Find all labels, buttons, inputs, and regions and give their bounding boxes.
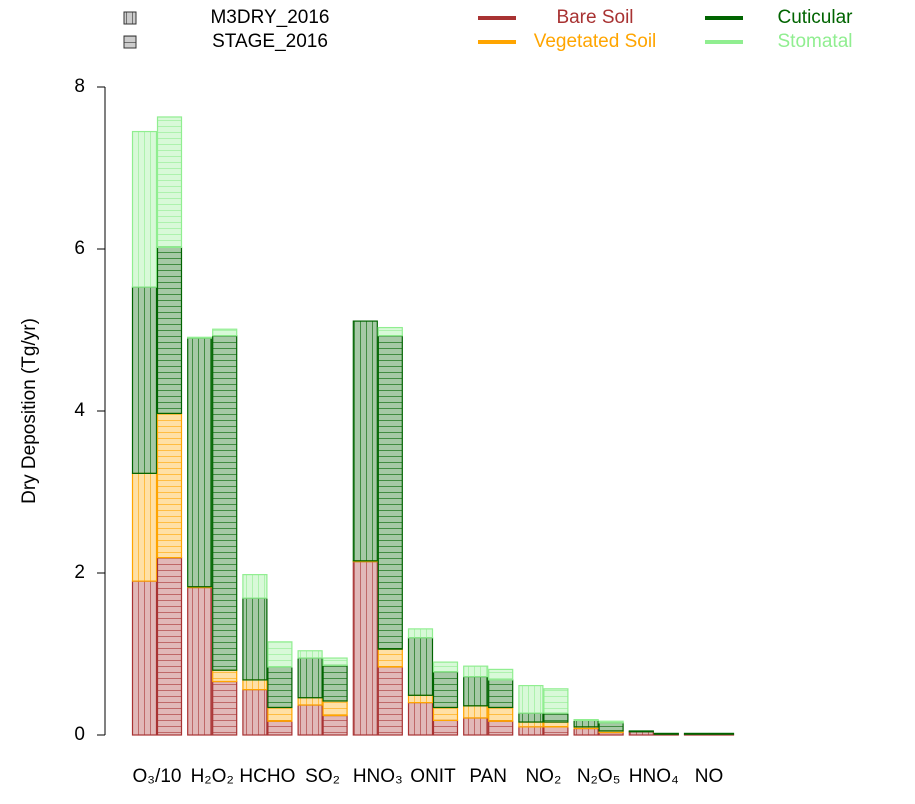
legend-label: M3DRY_2016 xyxy=(210,7,329,28)
bar-segment xyxy=(463,676,489,707)
bar-segment xyxy=(377,326,403,337)
legend-label: STAGE_2016 xyxy=(212,31,328,52)
bar-segment xyxy=(488,706,514,722)
bar-segment xyxy=(407,628,434,639)
legend-label: Stomatal xyxy=(778,31,853,52)
bar-segment xyxy=(156,246,183,415)
bar-segment xyxy=(432,706,459,722)
bar-segment xyxy=(407,701,434,736)
bar-segment xyxy=(543,688,569,714)
bar-segment xyxy=(352,320,378,562)
y-tick-label: 8 xyxy=(74,76,85,97)
bar-segment xyxy=(267,666,293,709)
x-tick-label: ONIT xyxy=(410,766,456,787)
bar-segment xyxy=(297,650,323,659)
bar-segment xyxy=(242,689,268,736)
bar-segment xyxy=(518,721,544,728)
bar-segment xyxy=(518,712,544,723)
x-tick-label: NO₂ xyxy=(525,766,561,787)
bar-segment xyxy=(463,705,489,719)
bar-segment xyxy=(156,557,183,736)
bar-segment xyxy=(463,665,489,678)
bar-segment xyxy=(488,668,514,681)
bar-segment xyxy=(432,671,459,709)
bar-segment xyxy=(267,720,293,736)
bar-segment xyxy=(297,697,323,706)
bar-segment xyxy=(407,694,434,704)
bar-segment xyxy=(598,722,624,732)
bar-segment xyxy=(297,657,323,699)
y-axis-label: Dry Deposition (Tg/yr) xyxy=(19,318,40,504)
bar-segment xyxy=(187,336,213,339)
bar-segment xyxy=(352,561,378,736)
bar-segment xyxy=(267,706,293,722)
legend-swatch xyxy=(123,35,137,49)
x-tick-label: SO₂ xyxy=(305,766,340,787)
bar-segment xyxy=(242,574,268,599)
bar-segment xyxy=(432,661,459,673)
x-tick-label: HNO₄ xyxy=(629,766,679,787)
bar-segment xyxy=(242,679,268,691)
bar-segment xyxy=(653,732,679,735)
x-tick-label: H₂O₂ xyxy=(191,766,234,787)
bar-segment xyxy=(212,335,238,671)
bar-segment xyxy=(322,714,348,736)
bar-segment xyxy=(267,641,293,668)
y-tick-label: 4 xyxy=(74,400,85,421)
legend-label: Bare Soil xyxy=(556,7,633,28)
bar-segment xyxy=(407,637,434,696)
bar-segment xyxy=(683,732,710,735)
bar-segment xyxy=(518,726,544,736)
bar-segment xyxy=(187,586,213,736)
bar-segment xyxy=(432,719,459,736)
x-tick-label: O₃/10 xyxy=(133,766,182,787)
bar-segment xyxy=(377,648,403,668)
bar-segment xyxy=(543,726,569,736)
x-tick-label: HCHO xyxy=(239,766,295,787)
bar-segment xyxy=(573,719,599,722)
bar-segment xyxy=(463,717,489,736)
legend-label: Cuticular xyxy=(778,7,854,28)
bar-segment xyxy=(628,730,654,733)
bar-segment xyxy=(131,286,158,474)
bar-segment xyxy=(322,700,348,717)
bar-segment xyxy=(212,680,238,736)
x-tick-label: HNO₃ xyxy=(353,766,403,787)
x-tick-label: N₂O₅ xyxy=(577,766,621,787)
bar-segment xyxy=(212,328,238,337)
bar-segment xyxy=(377,666,403,736)
bar-segment xyxy=(131,130,158,288)
bar-segment xyxy=(543,712,569,723)
bar-segment xyxy=(488,679,514,709)
legend-swatch xyxy=(123,11,137,25)
bar-segment xyxy=(131,580,158,736)
bar-segment xyxy=(322,657,348,666)
bar-segment xyxy=(543,721,569,728)
bar-segment xyxy=(598,720,624,724)
bar-segment xyxy=(488,720,514,736)
x-tick-label: NO xyxy=(695,766,724,787)
x-tick-label: PAN xyxy=(469,766,507,787)
bar-segment xyxy=(573,719,599,728)
bar-segment xyxy=(212,669,238,683)
bar-segment xyxy=(242,597,268,681)
y-tick-label: 6 xyxy=(74,238,85,259)
y-tick-label: 2 xyxy=(74,562,85,583)
bar-segment xyxy=(156,116,183,248)
bar-segment xyxy=(156,412,183,559)
bar-segment xyxy=(131,472,158,582)
legend-label: Vegetated Soil xyxy=(534,31,657,52)
bar-segment xyxy=(297,704,323,736)
bar-segment xyxy=(708,732,735,735)
bar-segment xyxy=(573,727,599,736)
y-tick-label: 0 xyxy=(74,724,85,745)
bar-segment xyxy=(377,335,403,650)
bar-segment xyxy=(322,664,348,702)
bar-segment xyxy=(187,337,213,588)
bar-segment xyxy=(518,684,544,714)
